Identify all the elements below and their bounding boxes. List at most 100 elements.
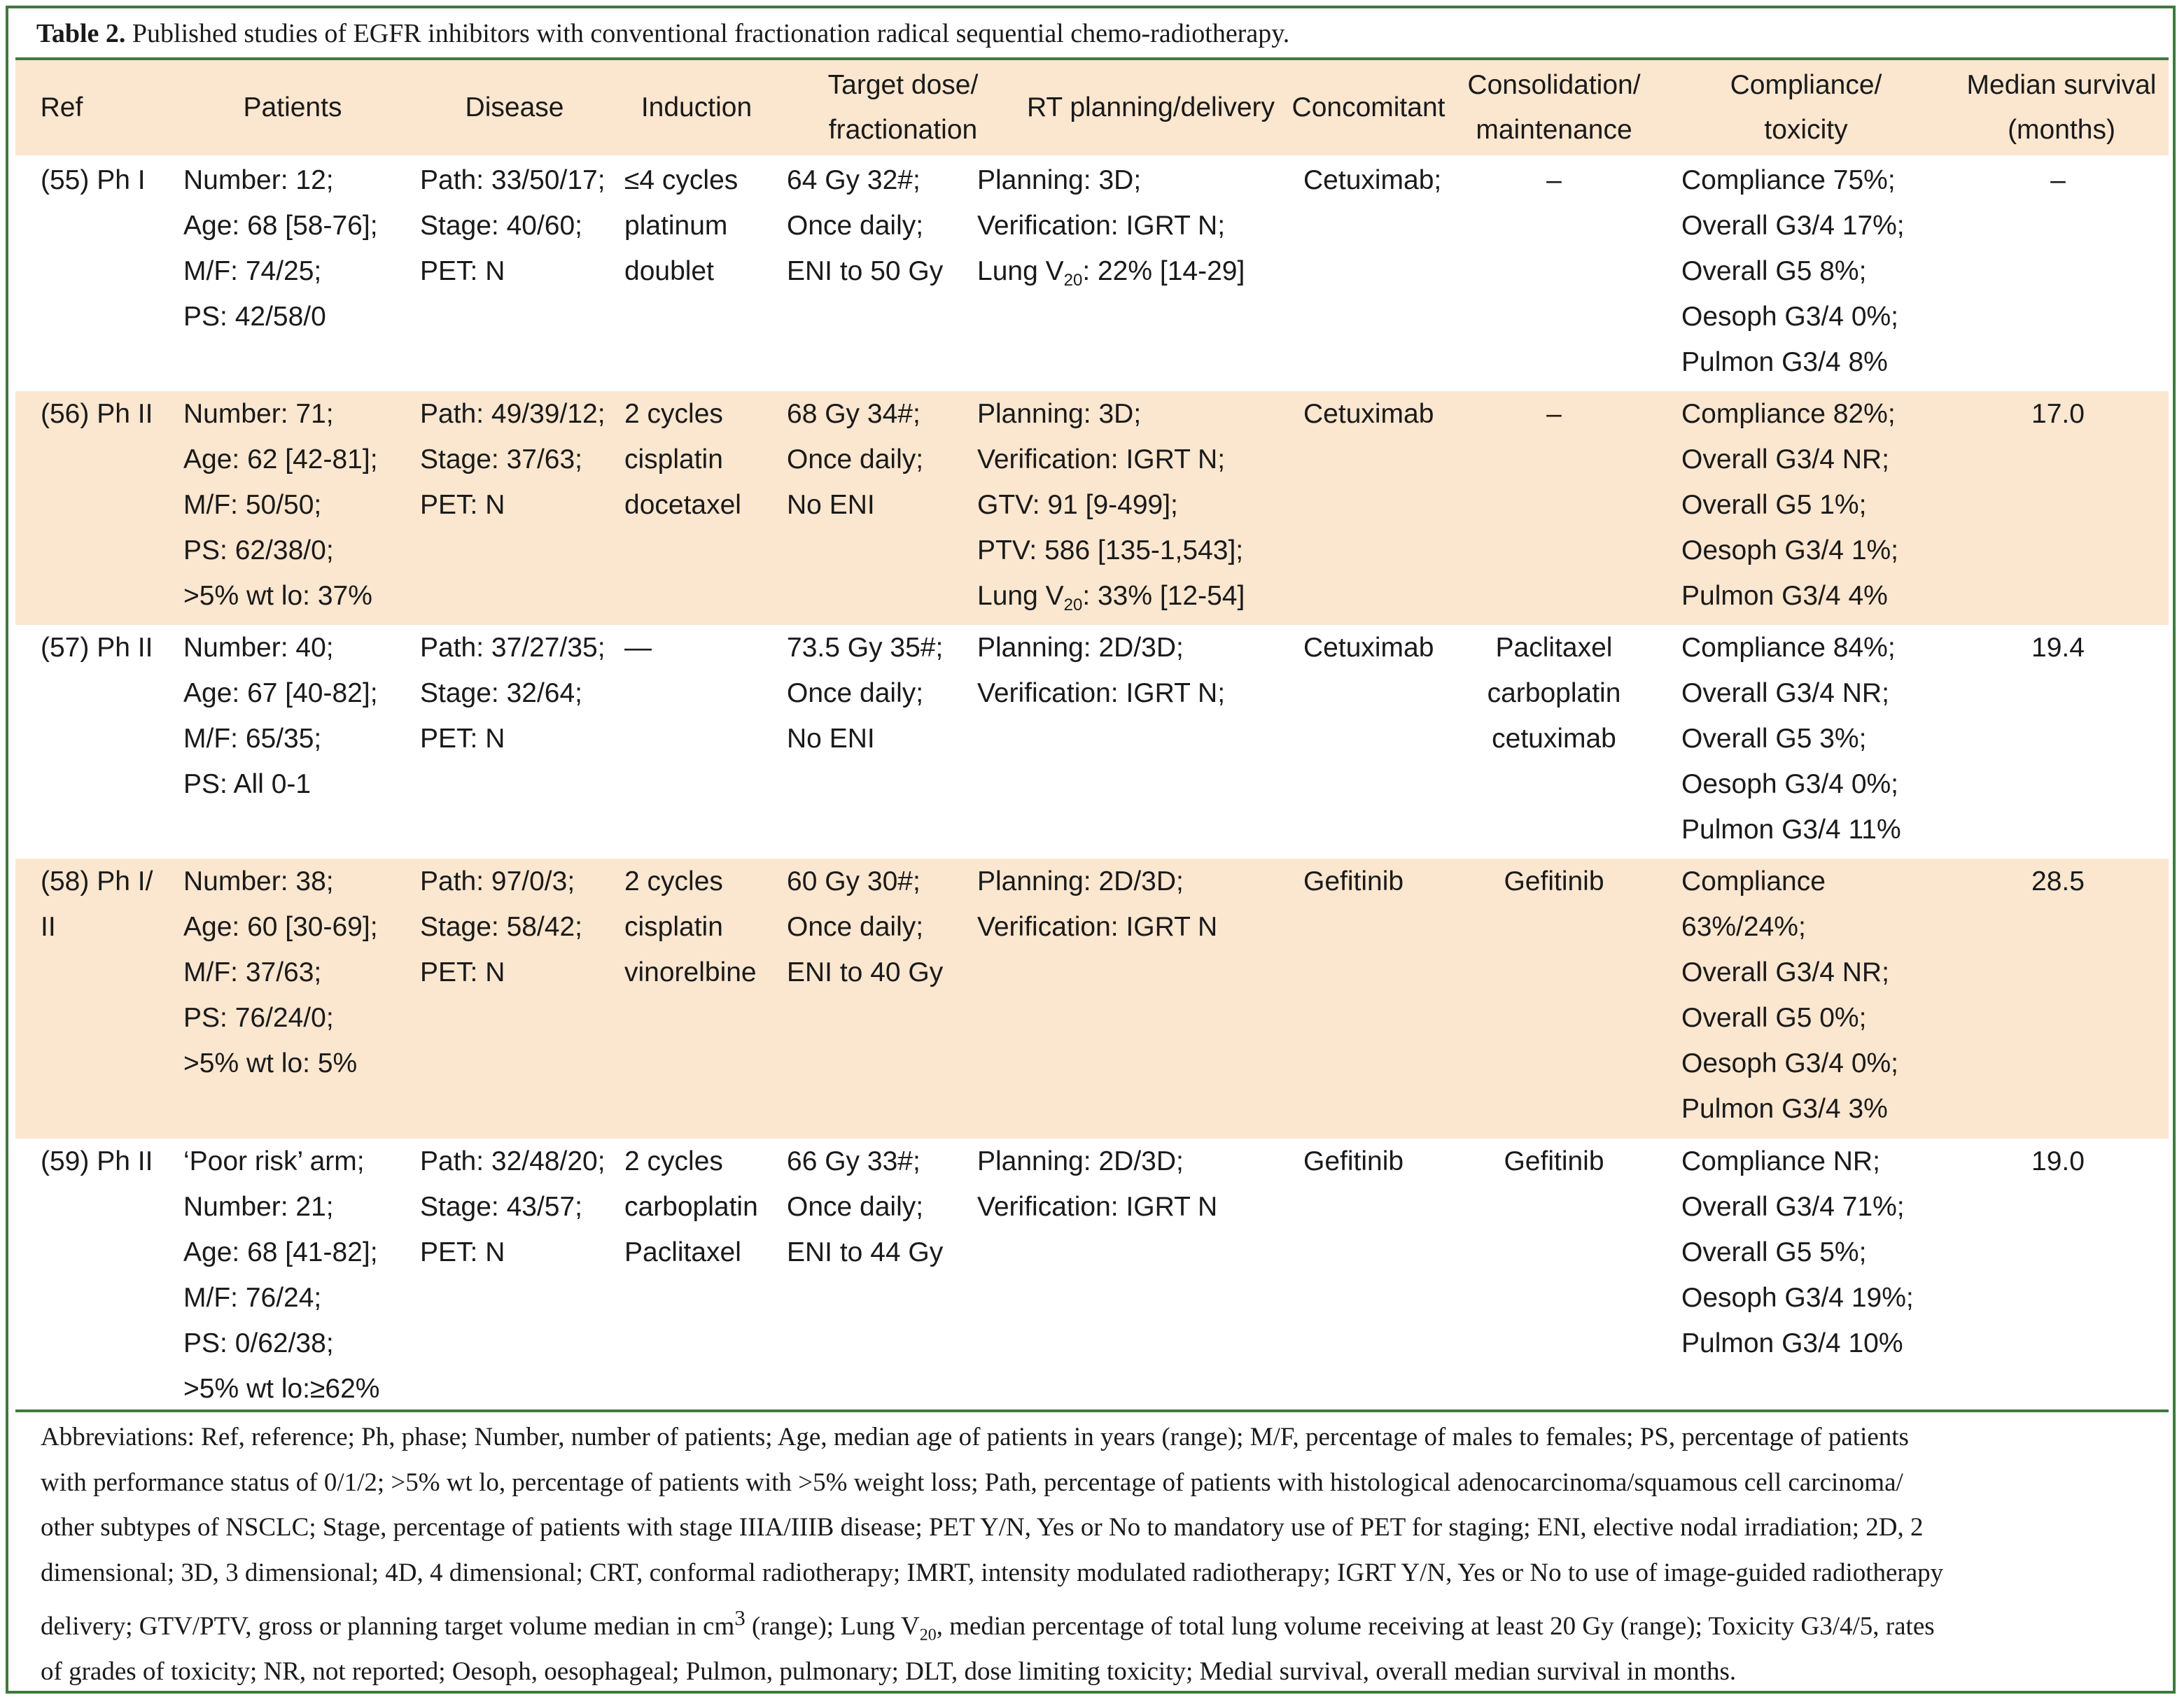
cell-line: Stage: 37/63;	[420, 444, 583, 474]
column-header-line: Consolidation/	[1467, 70, 1641, 100]
cell-line: Once daily;	[787, 912, 924, 942]
cell-line: Planning: 2D/3D;	[977, 866, 1184, 896]
cell-line: Compliance 82%;	[1681, 399, 1896, 429]
cell-line: Cetuximab;	[1303, 165, 1442, 195]
cell-line: Verification: IGRT N;	[977, 678, 1226, 708]
cell-line: 73.5 Gy 35#;	[787, 633, 944, 663]
cell-line: Gefitinib	[1504, 866, 1604, 896]
cell-line: PET: N	[420, 490, 505, 520]
cell-compliance: Compliance 84%; Overall G3/4 NR; Overall G…	[1681, 625, 1954, 852]
cell-concomitant: Cetuximab;	[1303, 157, 1464, 203]
cell-line: Overall G5 0%;	[1681, 1003, 1867, 1033]
cell-line: Gefitinib	[1303, 866, 1404, 896]
cell-line: Once daily;	[787, 211, 924, 241]
cell-concomitant: Gefitinib	[1303, 1139, 1464, 1184]
cell-line: (58) Ph I/	[41, 866, 153, 896]
cell-dose: 64 Gy 32#; Once daily; ENI to 50 Gy	[787, 157, 976, 294]
cell-line: Compliance 84%;	[1681, 633, 1896, 663]
cell-line: Stage: 32/64;	[420, 678, 583, 708]
cell-line: PET: N	[420, 256, 505, 286]
cell-line: cisplatin	[624, 444, 723, 474]
abbreviations-line: dimensional; 3D, 3 dimensional; 4D, 4 di…	[41, 1558, 1944, 1587]
cell-disease: Path: 49/39/12; Stage: 37/63; PET: N	[420, 391, 623, 528]
cell-line: PS: 42/58/0	[183, 302, 326, 332]
cell-line: Oesoph G3/4 0%;	[1681, 1048, 1899, 1078]
cell-line: Verification: IGRT N;	[977, 444, 1226, 474]
cell-line: Verification: IGRT N	[977, 1192, 1218, 1222]
cell-patients: Number: 38; Age: 60 [30-69]; M/F: 37/63; PS…	[183, 859, 414, 1086]
cell-ref: (56) Ph II	[41, 391, 181, 437]
cell-line: Planning: 2D/3D;	[977, 633, 1184, 663]
cell-line: Planning: 3D;	[977, 165, 1142, 195]
cell-induction: 2 cycles carboplatin Paclitaxel	[624, 1139, 785, 1275]
cell-rt: Planning: 3D; Verification: IGRT N; GTV: 9…	[977, 391, 1292, 619]
column-header-disease: Disease	[444, 85, 584, 130]
cell-line: Planning: 2D/3D;	[977, 1146, 1184, 1176]
cell-line: M/F: 37/63;	[183, 957, 322, 987]
abbreviations-line: with performance status of 0/1/2; >5% wt…	[41, 1468, 1903, 1497]
cell-line: Oesoph G3/4 0%;	[1681, 769, 1899, 799]
abbreviations-footnote: Abbreviations: Ref, reference; Ph, phase…	[41, 1415, 2148, 1694]
cell-line: ≤4 cycles	[624, 165, 738, 195]
cell-line: ENI to 40 Gy	[787, 957, 944, 987]
cell-line: >5% wt lo: 5%	[183, 1048, 358, 1078]
column-header-line: RT planning/delivery	[1026, 92, 1275, 122]
column-header-line: Induction	[640, 92, 752, 122]
cell-line: Cetuximab	[1303, 399, 1434, 429]
cell-patients: Number: 12; Age: 68 [58-76]; M/F: 74/25; PS…	[183, 157, 414, 339]
cell-line: cetuximab	[1492, 724, 1616, 754]
cell-line: (59) Ph II	[41, 1146, 153, 1176]
cell-line: Overall G3/4 NR;	[1681, 957, 1889, 987]
cell-ref: (57) Ph II	[41, 625, 181, 670]
cell-consolidation: Paclitaxel carboplatin cetuximab	[1463, 625, 1645, 761]
cell-line: Verification: IGRT N	[977, 912, 1218, 942]
cell-consolidation: Gefitinib	[1463, 859, 1645, 904]
cell-compliance: Compliance 63%/24%; Overall G3/4 NR; Overal…	[1681, 859, 1954, 1132]
cell-line: Once daily;	[787, 444, 924, 474]
cell-rt: Planning: 2D/3D; Verification: IGRT N	[977, 859, 1292, 950]
cell-line: GTV: 91 [9-499];	[977, 490, 1178, 520]
cell-concomitant: Gefitinib	[1303, 859, 1464, 904]
cell-line: Number: 12;	[183, 165, 334, 195]
column-header-ref: Ref	[20, 85, 104, 130]
cell-consolidation: Gefitinib	[1463, 1139, 1645, 1184]
cell-line: Number: 71;	[183, 399, 334, 429]
cell-ref: (55) Ph I	[41, 157, 181, 203]
cell-induction: 2 cycles cisplatin vinorelbine	[624, 859, 785, 995]
abbreviations-line: other subtypes of NSCLC; Stage, percenta…	[41, 1513, 1924, 1542]
cell-line: 2 cycles	[624, 866, 723, 896]
cell-disease: Path: 32/48/20; Stage: 43/57; PET: N	[420, 1139, 623, 1275]
abbreviations-line: delivery; GTV/PTV, gross or planning tar…	[41, 1606, 1935, 1645]
cell-survival: 17.0	[1953, 391, 2163, 437]
cell-survival: 28.5	[1953, 859, 2163, 904]
cell-line: Compliance 75%;	[1681, 165, 1896, 195]
cell-line: carboplatin	[1487, 678, 1621, 708]
cell-line: Once daily;	[787, 678, 924, 708]
cell-line: Number: 21;	[183, 1192, 334, 1222]
cell-line: docetaxel	[624, 490, 741, 520]
cell-line: —	[624, 633, 652, 663]
cell-line: ‘Poor risk’ arm;	[183, 1146, 365, 1176]
cell-line: Age: 68 [41-82];	[183, 1237, 378, 1267]
cell-line: >5% wt lo: 37%	[183, 581, 372, 611]
column-header-line: Concomitant	[1292, 92, 1446, 122]
cell-line: ENI to 50 Gy	[787, 256, 944, 286]
cell-line: >5% wt lo:≥62%	[183, 1374, 380, 1404]
cell-line: 2 cycles	[624, 399, 723, 429]
cell-line: Overall G5 1%;	[1681, 490, 1867, 520]
cell-line: PET: N	[420, 957, 505, 987]
cell-line: II	[41, 912, 56, 942]
cell-consolidation: –	[1463, 391, 1645, 437]
cell-line: PS: 62/38/0;	[183, 535, 334, 565]
column-header-survival: Median survival (months)	[1949, 63, 2174, 153]
cell-dose: 60 Gy 30#; Once daily; ENI to 40 Gy	[787, 859, 976, 995]
column-header-line: Target dose/	[827, 70, 979, 100]
cell-line: Verification: IGRT N;	[977, 211, 1226, 241]
cell-patients: ‘Poor risk’ arm; Number: 21; Age: 68 [41-8…	[183, 1139, 414, 1412]
cell-line: Pulmon G3/4 8%	[1681, 347, 1888, 377]
cell-line: Overall G3/4 NR;	[1681, 678, 1889, 708]
cell-line: No ENI	[787, 724, 875, 754]
cell-line: Paclitaxel	[1495, 633, 1613, 663]
cell-line: Cetuximab	[1303, 633, 1434, 663]
cell-line: Path: 33/50/17;	[420, 165, 606, 195]
